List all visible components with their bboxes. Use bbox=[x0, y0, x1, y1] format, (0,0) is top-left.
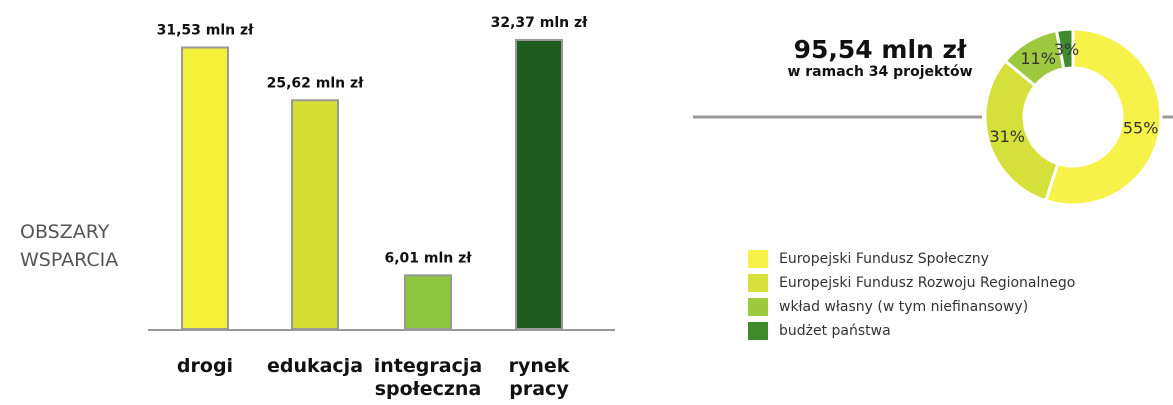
legend-swatch bbox=[748, 322, 768, 340]
legend-label: wkład własny (w tym niefinansowy) bbox=[779, 299, 1029, 315]
bar bbox=[291, 99, 339, 330]
areas-label-line-1: OBSZARY bbox=[20, 221, 110, 243]
donut-legend: Europejski Fundusz Społeczny Europejski … bbox=[748, 248, 1075, 344]
bar bbox=[181, 46, 229, 330]
category-label: integracja bbox=[374, 355, 482, 377]
category-label: pracy bbox=[509, 378, 569, 400]
legend-label: Europejski Fundusz Społeczny bbox=[779, 251, 989, 267]
bar-value-label: 32,37 mln zł bbox=[491, 15, 589, 31]
donut-chart: 55% 31% 11%3% bbox=[983, 27, 1163, 207]
legend-swatch bbox=[748, 274, 768, 292]
legend-item: wkład własny (w tym niefinansowy) bbox=[748, 296, 1075, 318]
legend-label: budżet państwa bbox=[779, 323, 891, 339]
donut-slice bbox=[1054, 27, 1075, 71]
bar-chart: 31,53 mln zł drogi 25,62 mln zł edukacja 6,0… bbox=[157, 15, 589, 400]
legend-swatch bbox=[748, 250, 768, 268]
total-summary: 95,54 mln zł w ramach 34 projektów bbox=[780, 35, 980, 81]
legend-label: Europejski Fundusz Rozwoju Regionalnego bbox=[779, 275, 1076, 291]
bar bbox=[515, 39, 563, 330]
bar-value-label: 6,01 mln zł bbox=[385, 250, 473, 266]
legend-item: Europejski Fundusz Społeczny bbox=[748, 248, 1075, 270]
slice-percent-label: 31% bbox=[989, 127, 1025, 146]
slice-percent-label: 3% bbox=[1054, 40, 1079, 59]
bar-value-label: 25,62 mln zł bbox=[267, 75, 365, 91]
donut-slice bbox=[1043, 27, 1163, 207]
areas-label: OBSZARY WSPARCIA bbox=[20, 218, 118, 274]
areas-label-line-2: WSPARCIA bbox=[20, 249, 119, 271]
category-label: edukacja bbox=[267, 355, 363, 377]
slice-percent-label: 11% bbox=[1020, 49, 1056, 68]
total-value: 95,54 mln zł bbox=[793, 35, 967, 64]
category-label: rynek bbox=[509, 355, 570, 377]
bar-value-label: 31,53 mln zł bbox=[157, 22, 255, 38]
total-subtitle: w ramach 34 projektów bbox=[787, 64, 973, 80]
category-label: drogi bbox=[177, 355, 233, 377]
legend-item: budżet państwa bbox=[748, 320, 1075, 342]
category-label: społeczna bbox=[375, 378, 482, 400]
legend-swatch bbox=[748, 298, 768, 316]
bar bbox=[404, 274, 452, 330]
legend-item: Europejski Fundusz Rozwoju Regionalnego bbox=[748, 272, 1075, 294]
slice-percent-label: 55% bbox=[1123, 119, 1159, 138]
donut-slice bbox=[983, 58, 1060, 203]
